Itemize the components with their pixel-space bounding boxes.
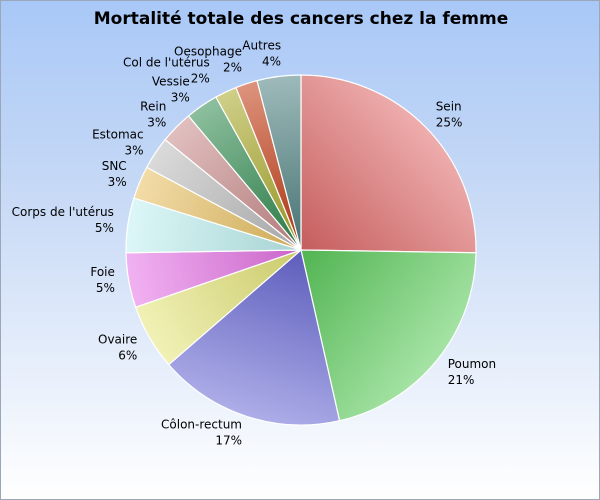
- slice-label-name: Côlon-rectum: [161, 418, 242, 432]
- pie-slice-poumon: [300, 249, 477, 422]
- slice-label-autres: Autres 4%: [242, 39, 281, 69]
- slice-label-name: Ovaire: [98, 333, 137, 347]
- slice-label-corps-de-l-uterus: Corps de l'utérus 5%: [12, 205, 114, 235]
- slice-label-snc: SNC 3%: [102, 159, 127, 189]
- slice-label-value: 2%: [191, 71, 210, 85]
- slice-label-name: Foie: [90, 265, 115, 279]
- slice-label-value: 5%: [96, 281, 115, 295]
- slice-label-name: Poumon: [448, 357, 496, 371]
- slice-label-name: Oesophage: [174, 44, 242, 58]
- slice-label-poumon: Poumon 21%: [448, 357, 496, 387]
- slice-label-value: 3%: [108, 175, 127, 189]
- slice-label-value: 25%: [436, 115, 463, 129]
- slice-label-value: 4%: [262, 55, 281, 69]
- slice-label-name: Rein: [140, 99, 166, 113]
- slice-label-value: 17%: [215, 434, 242, 448]
- slice-label-value: 5%: [95, 221, 114, 235]
- slice-label-estomac: Estomac 3%: [92, 127, 144, 157]
- slice-label-oesophage: Oesophage 2%: [174, 44, 242, 74]
- pie-labels: Sein 25% Poumon 21% Côlon-rectum 17% Ovaire 6% F…: [12, 39, 496, 448]
- chart-title: Mortalité totale des cancers chez la fem…: [93, 9, 509, 29]
- slice-label-name: Col de l'utérus: [123, 55, 210, 69]
- slice-label-value: 6%: [118, 349, 137, 363]
- pie-slice-colon-rectum: [167, 248, 341, 426]
- pie-slices: [125, 74, 477, 426]
- slice-label-name: Autres: [242, 39, 281, 53]
- slice-label-value: 21%: [448, 373, 475, 387]
- slice-label-ovaire: Ovaire 6%: [98, 333, 137, 363]
- slice-label-name: Sein: [436, 99, 462, 113]
- slice-label-colon-rectum: Côlon-rectum 17%: [161, 418, 242, 448]
- slice-label-name: Estomac: [92, 127, 144, 141]
- slice-label-vessie: Vessie 3%: [152, 74, 190, 104]
- pie-slice-sein: [300, 74, 477, 254]
- slice-label-value: 3%: [147, 115, 166, 129]
- slice-label-name: Vessie: [152, 74, 190, 88]
- slice-label-name: SNC: [102, 159, 127, 173]
- slice-label-name: Corps de l'utérus: [12, 205, 114, 219]
- slice-label-value: 3%: [171, 90, 190, 104]
- slice-label-value: 2%: [223, 60, 242, 74]
- slice-label-sein: Sein 25%: [436, 99, 463, 129]
- slice-label-rein: Rein 3%: [140, 99, 166, 129]
- slice-label-col-de-l-uterus: Col de l'utérus 2%: [123, 55, 210, 85]
- slice-label-foie: Foie 5%: [90, 265, 115, 295]
- pie-slice-autres: [256, 74, 302, 251]
- slice-label-value: 3%: [125, 143, 144, 157]
